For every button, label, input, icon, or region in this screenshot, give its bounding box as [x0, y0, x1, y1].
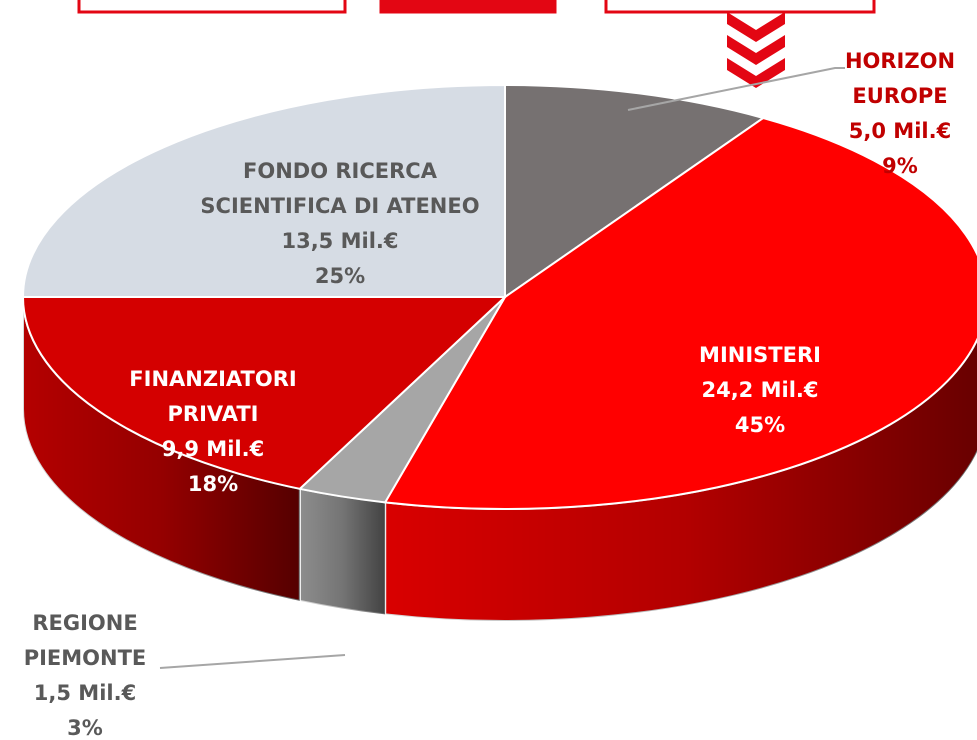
- leader-line: [159, 654, 346, 669]
- amount-label: 9,9 Mil.€: [161, 437, 265, 461]
- value-label: 25%: [314, 264, 366, 288]
- slice-label: REGIONE PIEMONTE 1,5 Mil.€ 3%: [10, 606, 160, 740]
- chevrons: [727, 12, 785, 88]
- button: [77, 0, 347, 14]
- category-label: HORIZON EUROPE: [844, 49, 956, 108]
- category-label: FINANZIATORI PRIVATI: [129, 367, 297, 426]
- amount-label: 13,5 Mil.€: [281, 229, 399, 253]
- amount-label: 5,0 Mil.€: [848, 119, 952, 143]
- amount-label: 24,2 Mil.€: [701, 378, 819, 402]
- button: [604, 0, 876, 14]
- slice-side-shade: [385, 339, 977, 621]
- button: [379, 0, 557, 14]
- value-label: 18%: [187, 472, 239, 496]
- value-label: 3%: [67, 716, 103, 740]
- category-label: FONDO RICERCA SCIENTIFICA DI ATENEO: [200, 159, 480, 218]
- category-label: REGIONE PIEMONTE: [23, 611, 147, 670]
- pie-sides: [22, 296, 977, 622]
- pie-tops: [21, 83, 977, 510]
- slice-label: HORIZON EUROPE 5,0 Mil.€ 9%: [820, 44, 977, 184]
- slice-side-shade: [299, 488, 386, 615]
- category-label: MINISTERI: [699, 343, 821, 367]
- slice-side-shade: [23, 297, 300, 601]
- slice: [21, 83, 506, 298]
- slice-label: FINANZIATORI PRIVATI 9,9 Mil.€ 18%: [113, 362, 313, 502]
- amount-label: 1,5 Mil.€: [33, 681, 137, 705]
- top-buttons: [77, 0, 876, 14]
- slice: [21, 296, 508, 490]
- slice-label: FONDO RICERCA SCIENTIFICA DI ATENEO 13,5 …: [170, 154, 510, 294]
- slice-label: MINISTERI 24,2 Mil.€ 45%: [660, 338, 860, 443]
- slice: [383, 116, 977, 510]
- leader-line: [627, 67, 845, 111]
- value-label: 9%: [882, 154, 918, 178]
- value-label: 45%: [734, 413, 786, 437]
- slice: [504, 83, 766, 299]
